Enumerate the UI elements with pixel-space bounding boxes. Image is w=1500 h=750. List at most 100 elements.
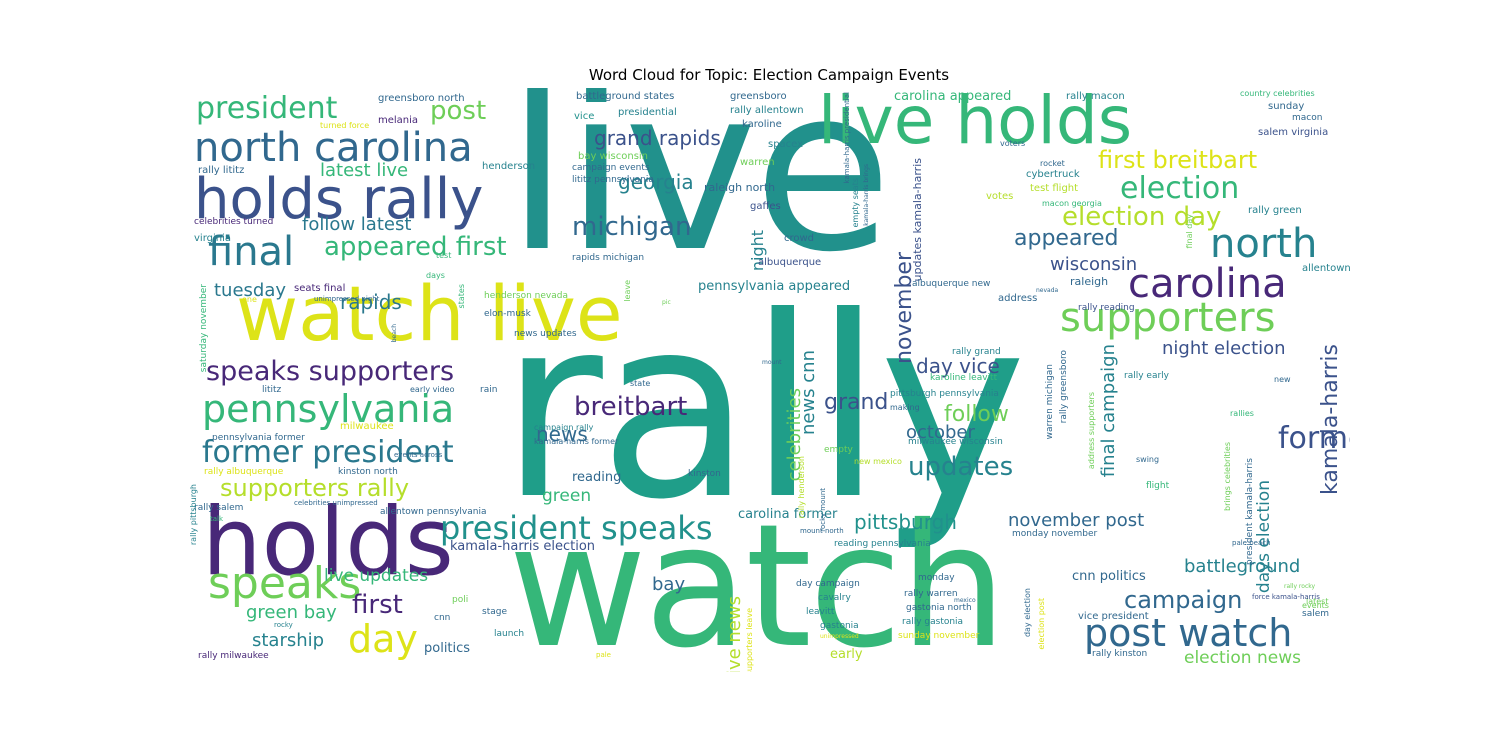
word: rocket bbox=[1040, 159, 1065, 168]
word: election bbox=[1120, 171, 1240, 206]
word: live updates bbox=[324, 566, 429, 586]
word: supporters rally bbox=[220, 474, 410, 502]
word-cloud: live rally watch holds watch live live h… bbox=[188, 88, 1350, 672]
word: macon bbox=[1292, 113, 1323, 123]
word: latest live bbox=[320, 160, 409, 181]
word: days bbox=[426, 271, 445, 280]
word: rally pittsburgh bbox=[189, 484, 198, 546]
word: pic bbox=[662, 299, 671, 306]
word: michigan bbox=[572, 212, 692, 242]
word: north carolina bbox=[194, 125, 473, 171]
word: milwaukee wisconsin bbox=[908, 437, 1003, 447]
word: reading pennsylvania bbox=[834, 539, 931, 549]
word: pale beach bbox=[1232, 539, 1271, 547]
word: swing bbox=[1136, 455, 1160, 464]
word: final campaign bbox=[1098, 344, 1119, 478]
word: states bbox=[457, 284, 466, 309]
word: votes bbox=[986, 191, 1014, 202]
word: milwaukee bbox=[340, 421, 394, 432]
word: starship bbox=[252, 630, 325, 651]
word: rallies bbox=[1230, 409, 1254, 418]
word: making bbox=[890, 403, 920, 412]
word: supporters leave bbox=[745, 608, 754, 672]
word: day bbox=[348, 617, 418, 661]
word: flight bbox=[1146, 481, 1170, 491]
word: kamala-harris presidential bbox=[843, 92, 851, 184]
word: rain bbox=[480, 385, 498, 395]
word: day campaign bbox=[796, 579, 860, 589]
word: reading bbox=[572, 470, 622, 485]
word: updates bbox=[908, 452, 1014, 482]
word: updates kamala-harris bbox=[911, 158, 924, 282]
word: day election bbox=[1023, 588, 1032, 638]
word: greensboro north bbox=[378, 93, 465, 104]
word: virginia bbox=[194, 233, 232, 244]
word: north bbox=[1210, 221, 1318, 267]
word: albuquerque bbox=[758, 257, 822, 268]
word: follow bbox=[944, 402, 1009, 427]
word: pittsburgh pennsylvania bbox=[890, 389, 999, 399]
word: force kamala-harris bbox=[1252, 593, 1320, 601]
word: news updates bbox=[514, 329, 577, 339]
word: sunday november bbox=[898, 631, 980, 641]
word: country celebrities bbox=[1240, 89, 1315, 98]
word: lititz bbox=[262, 385, 282, 395]
word: elon-musk bbox=[484, 309, 531, 319]
word: night election bbox=[1162, 338, 1286, 359]
word: speaks supporters bbox=[206, 356, 455, 387]
word: warren michigan bbox=[1045, 364, 1055, 440]
word: salem bbox=[1302, 609, 1330, 619]
word: campaign rally bbox=[534, 423, 594, 432]
word: cnn politics bbox=[1072, 569, 1146, 584]
word: celebrities unimpressed bbox=[294, 499, 378, 507]
word: leavitt bbox=[806, 607, 835, 617]
word: monday november bbox=[1012, 529, 1098, 539]
word: events bbox=[1302, 601, 1329, 610]
word: campaign events bbox=[572, 163, 650, 173]
word: karoline bbox=[742, 119, 782, 130]
word: kamala-harris brings bbox=[863, 164, 870, 226]
word: poli bbox=[452, 595, 469, 605]
word: rally macon bbox=[1066, 91, 1125, 102]
word: rally milwaukee bbox=[198, 651, 269, 661]
word: rally greensboro bbox=[1059, 350, 1069, 424]
word: brings celebrities bbox=[1223, 442, 1232, 511]
word: appeared bbox=[1014, 226, 1119, 251]
word: spacex bbox=[768, 139, 804, 150]
word: sunday bbox=[1268, 101, 1305, 112]
word: pale bbox=[596, 651, 611, 659]
word: raleigh north bbox=[704, 181, 776, 194]
word: post bbox=[430, 96, 487, 126]
word: rally salem bbox=[194, 503, 244, 513]
word: live bbox=[506, 88, 892, 302]
word: green bay bbox=[246, 602, 337, 623]
word: green bbox=[542, 486, 592, 506]
word: rocky bbox=[274, 621, 293, 629]
word: kinston north bbox=[338, 467, 398, 477]
word: melania bbox=[378, 115, 419, 126]
word: allentown pennsylvania bbox=[380, 507, 487, 517]
word: rally gastonia bbox=[902, 617, 964, 627]
word: early video bbox=[410, 385, 455, 394]
word: rally reading bbox=[1078, 303, 1135, 313]
word: crowd bbox=[784, 233, 815, 244]
word: lititz pennsylvania bbox=[572, 175, 654, 185]
word: day vice bbox=[916, 354, 1000, 378]
word: election day bbox=[1062, 202, 1222, 232]
word: rally albuquerque bbox=[204, 467, 284, 477]
word: seats final bbox=[294, 283, 346, 294]
word: mexico bbox=[954, 597, 976, 604]
word: greensboro bbox=[730, 91, 787, 102]
chart-title: Word Cloud for Topic: Election Campaign … bbox=[588, 66, 950, 84]
word: gastonia north bbox=[906, 603, 972, 613]
word: bay bbox=[652, 574, 686, 595]
word: rally early bbox=[1124, 371, 1169, 381]
word: henderson bbox=[482, 161, 536, 172]
word: new bbox=[1274, 375, 1291, 384]
word: test bbox=[436, 251, 452, 260]
word: bay wisconsin bbox=[578, 151, 649, 162]
word: raleigh bbox=[1070, 275, 1109, 288]
word: president kamala-harris bbox=[1245, 458, 1255, 566]
word: rally green bbox=[1248, 205, 1302, 216]
word: grand rapids bbox=[594, 126, 721, 150]
